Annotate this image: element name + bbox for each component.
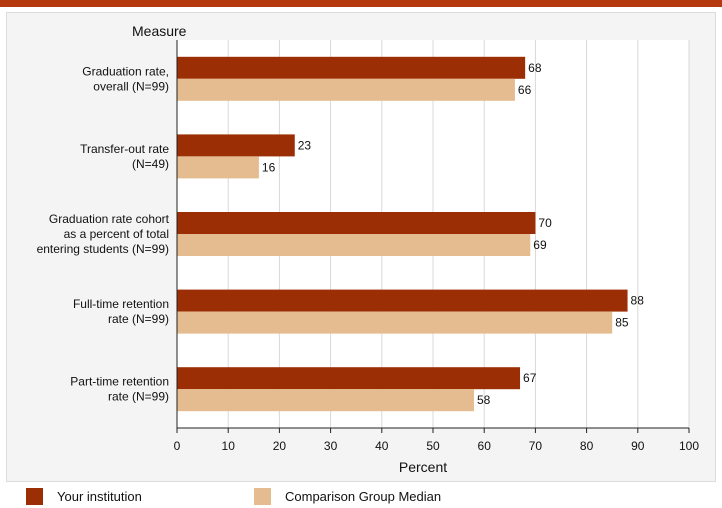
data-label-0-0: 68 — [528, 61, 542, 75]
legend-swatch-your-institution — [26, 488, 43, 505]
bar-0-2 — [177, 212, 536, 234]
category-label-2-1: as a percent of total — [64, 227, 169, 241]
bar-1-0 — [177, 78, 515, 101]
data-label-0-2: 70 — [538, 216, 552, 230]
bar-0-0 — [177, 56, 526, 79]
legend-item-your-institution: Your institution — [26, 488, 142, 505]
category-label-4-1: rate (N=99) — [108, 390, 169, 404]
data-label-1-4: 58 — [477, 393, 491, 407]
bar-0-4 — [177, 367, 521, 390]
bar-1-1 — [177, 156, 259, 179]
category-label-1-1: (N=49) — [132, 157, 169, 171]
x-tick-label-1: 10 — [222, 439, 236, 453]
category-label-3-0: Full-time retention — [73, 297, 169, 311]
x-tick-label-10: 100 — [679, 439, 699, 453]
legend-label-your-institution: Your institution — [57, 489, 142, 504]
bar-0-1 — [177, 134, 295, 157]
category-label-3-1: rate (N=99) — [108, 312, 169, 326]
data-label-0-1: 23 — [298, 138, 312, 152]
x-tick-label-2: 20 — [273, 439, 287, 453]
category-axis-title: Measure — [132, 23, 187, 39]
data-label-0-4: 67 — [523, 371, 537, 385]
bar-0-3 — [177, 289, 628, 312]
x-tick-label-7: 70 — [529, 439, 543, 453]
category-label-2-0: Graduation rate cohort — [49, 212, 170, 226]
category-label-0-0: Graduation rate, — [82, 64, 169, 78]
data-label-1-0: 66 — [518, 83, 532, 97]
x-tick-label-4: 40 — [375, 439, 389, 453]
legend-item-comparison: Comparison Group Median — [254, 488, 441, 505]
accent-bar — [0, 0, 722, 7]
bar-1-4 — [177, 389, 474, 412]
x-tick-label-5: 50 — [426, 439, 440, 453]
data-label-1-1: 16 — [262, 160, 276, 174]
category-label-1-0: Transfer-out rate — [80, 142, 169, 156]
x-tick-label-6: 60 — [478, 439, 492, 453]
category-label-0-1: overall (N=99) — [93, 79, 169, 93]
x-tick-label-3: 30 — [324, 439, 338, 453]
x-tick-label-9: 90 — [631, 439, 645, 453]
legend-label-comparison: Comparison Group Median — [285, 489, 442, 504]
category-label-2-2: entering students (N=99) — [37, 242, 169, 256]
x-tick-label-0: 0 — [174, 439, 181, 453]
bar-chart: Measure Graduation rate,overall (N=99) 68 6… — [37, 23, 700, 475]
data-label-1-2: 69 — [533, 238, 547, 252]
bar-1-2 — [177, 234, 531, 256]
data-label-0-3: 88 — [631, 294, 645, 308]
bar-1-3 — [177, 311, 613, 334]
x-axis-title: Percent — [399, 459, 447, 475]
legend-swatch-comparison — [254, 488, 271, 505]
category-label-4-0: Part-time retention — [70, 375, 169, 389]
x-tick-label-8: 80 — [580, 439, 594, 453]
data-label-1-3: 85 — [615, 316, 629, 330]
legend: Your institution Comparison Group Median — [0, 484, 722, 508]
